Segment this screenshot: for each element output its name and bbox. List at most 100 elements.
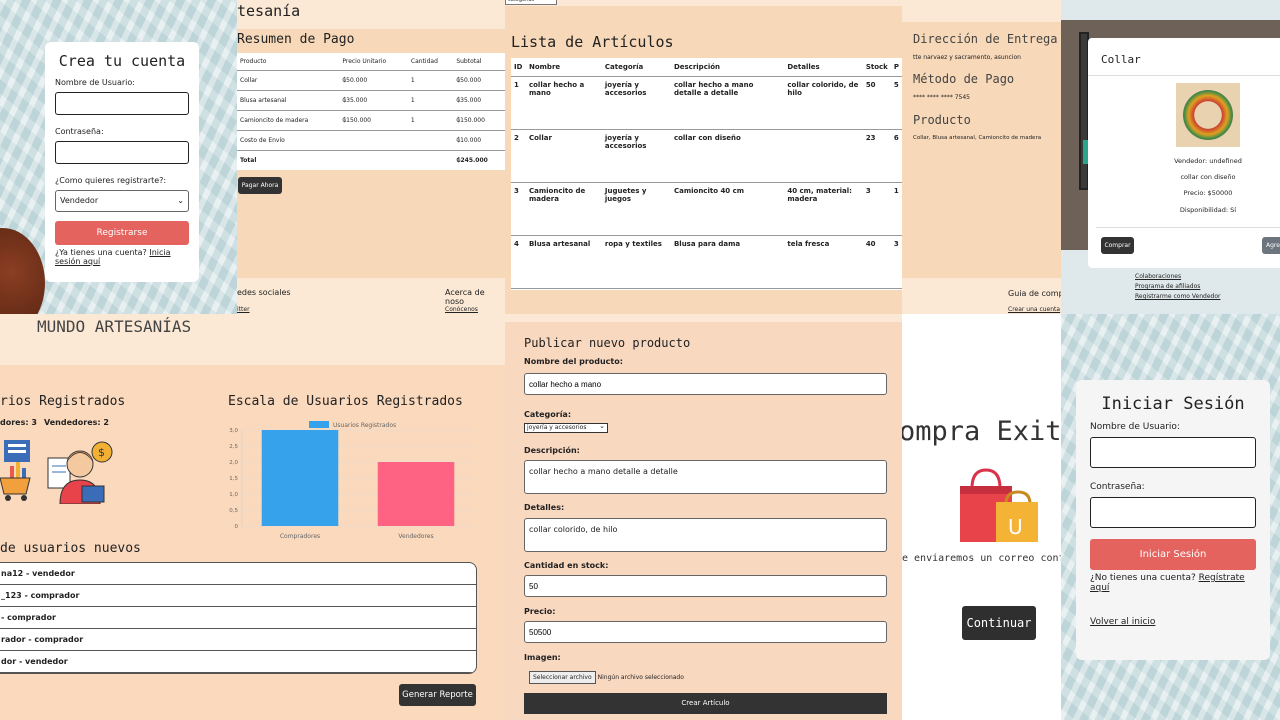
description-textarea[interactable]: collar hecho a mano detalle a detalle: [524, 460, 887, 494]
table-cell: Camioncito de madera: [237, 110, 340, 131]
table-cell: Camioncito de madera: [525, 182, 602, 236]
y-tick-label: 2,0: [229, 460, 238, 466]
footer-link-register-seller[interactable]: Registrarme como Vendedor: [1135, 293, 1221, 300]
footer-link-collaborations[interactable]: Colaboraciones: [1135, 273, 1182, 280]
y-tick-label: 0: [235, 524, 239, 530]
address-title: Dirección de Entrega: [913, 32, 1058, 46]
column-header: Nombre: [525, 58, 602, 77]
column-header: ID: [511, 58, 526, 77]
chevron-down-icon: ⌄: [177, 196, 184, 205]
product-modal-panel: Collar Vendedor: undefined collar con di…: [1061, 0, 1280, 314]
table-cell: Collar: [237, 70, 340, 91]
table-cell: ₲35.000: [453, 90, 505, 111]
y-tick-label: 1,0: [229, 492, 238, 498]
column-header: Descripción: [670, 58, 785, 77]
articles-panel: categorias Lista de Artículos ID Nombre Ca…: [505, 0, 902, 314]
legend-label: Usuarios Registrados: [333, 422, 396, 429]
table-row: 2 Collar joyería y accesorios collar con di…: [511, 129, 902, 183]
password-input[interactable]: [1090, 497, 1256, 528]
articles-title: Lista de Artículos: [511, 33, 674, 51]
modal-title: Collar: [1101, 53, 1141, 66]
role-select[interactable]: Vendedor ⌄: [55, 190, 189, 212]
table-cell: collar hecho a mano detalle a detalle: [670, 76, 785, 130]
login-button[interactable]: Iniciar Sesión: [1090, 539, 1256, 570]
choose-file-button[interactable]: Seleccionar archivo: [529, 671, 596, 684]
file-status: Ningún archivo seleccionado: [597, 674, 684, 681]
login-card: Iniciar Sesión Nombre de Usuario: Contra…: [1076, 380, 1270, 660]
column-header: P: [890, 58, 902, 77]
username-input[interactable]: [55, 92, 189, 115]
table-cell: Blusa para dama: [670, 235, 785, 289]
login-link[interactable]: Inicia sesión aquí: [55, 248, 171, 266]
pay-now-button[interactable]: Pagar Ahora: [238, 177, 282, 194]
footer-link-affiliates[interactable]: Programa de afiliados: [1135, 283, 1201, 290]
details-textarea[interactable]: collar colorido, de hilo: [524, 518, 887, 552]
y-tick-label: 3,0: [229, 428, 238, 434]
table-cell: Blusa artesanal: [525, 235, 602, 289]
table-header: ID Nombre Categoría Descripción Detalles Stoc…: [511, 58, 902, 77]
login-panel: Iniciar Sesión Nombre de Usuario: Contra…: [1061, 314, 1280, 720]
modal-availability: Disponibilidad: Sí: [1179, 206, 1237, 214]
stock-input[interactable]: [524, 575, 887, 597]
footer-links: Colaboraciones Programa de afiliados Reg…: [1135, 272, 1220, 302]
table-cell: 40 cm, material: madera: [784, 182, 863, 236]
table-cell: 1: [511, 76, 526, 130]
table-cell: Camioncito 40 cm: [670, 182, 785, 236]
footer-twitter-link[interactable]: itter: [237, 306, 250, 313]
image-label: Imagen:: [524, 653, 561, 662]
footer: edes sociales Acerca de noso itter Conóc…: [237, 278, 505, 314]
table-cell: 3: [511, 182, 526, 236]
have-account-text: ¿Ya tienes una cuenta?: [55, 248, 147, 257]
column-header: Producto: [237, 53, 340, 71]
product-name-input[interactable]: [524, 373, 887, 395]
add-to-cart-button[interactable]: Agre: [1262, 237, 1280, 254]
footer-create-account-link[interactable]: Crear una cuenta: [1008, 306, 1061, 313]
name-label: Nombre del producto:: [524, 357, 623, 366]
footer-about: Acerca de noso: [445, 288, 485, 306]
bar: [377, 462, 455, 526]
legend-swatch: [309, 421, 329, 428]
category-filter-select[interactable]: categorias: [505, 0, 557, 5]
product-image: [1176, 83, 1240, 147]
category-select[interactable]: joyería y accesorios ⌄: [524, 422, 608, 433]
continue-button[interactable]: Continuar: [962, 606, 1036, 640]
username-input[interactable]: [1090, 437, 1256, 468]
buy-button[interactable]: Comprar: [1101, 237, 1134, 254]
product-list: Collar, Blusa artesanal, Camioncito de m…: [913, 135, 1042, 141]
new-users-title: de usuarios nuevos: [0, 541, 141, 556]
column-header: Precio Unitario: [339, 53, 408, 71]
column-header: Stock: [862, 58, 891, 77]
username-label: Nombre de Usuario:: [55, 78, 135, 87]
footer-about-link[interactable]: Conócenos: [445, 306, 478, 313]
list-item: dor - vendedor: [0, 651, 476, 673]
x-tick-label: Vendedores: [398, 533, 433, 540]
table-cell: ₲150.000: [453, 110, 505, 131]
shopping-cart-icon: [0, 438, 32, 502]
no-account-text: ¿No tienes una cuenta?: [1090, 573, 1196, 583]
table-cell: Collar: [525, 129, 602, 183]
footer-social: edes sociales: [237, 288, 291, 297]
register-card: Crea tu cuenta Nombre de Usuario: Contra…: [45, 42, 199, 282]
create-article-button[interactable]: Crear Artículo: [524, 693, 887, 714]
price-input[interactable]: [524, 621, 887, 643]
back-home-link[interactable]: Volver al inicio: [1090, 617, 1156, 627]
password-label: Contraseña:: [55, 127, 104, 136]
password-input[interactable]: [55, 141, 189, 164]
register-link[interactable]: Regístrate aquí: [1090, 573, 1245, 593]
chevron-down-icon: ⌄: [599, 422, 605, 430]
brand-title: tesanía: [237, 2, 301, 20]
svg-text:U: U: [1008, 515, 1023, 539]
table-cell: 1: [407, 110, 454, 131]
description-label: Descripción:: [524, 446, 580, 455]
generate-report-button[interactable]: Generar Reporte: [399, 684, 476, 706]
table-cell: 5: [890, 76, 902, 130]
table-cell: tela fresca: [784, 235, 863, 289]
address-text: tte narvaez y sacramento, asuncion: [913, 54, 1021, 61]
sellers-count: Vendedores: 2: [44, 418, 109, 427]
card-number: **** **** **** 7545: [913, 94, 970, 101]
buyers-count: dores: 3: [0, 418, 37, 427]
table-cell: 6: [890, 129, 902, 183]
register-button[interactable]: Registrarse: [55, 221, 189, 245]
table-cell: Juguetes y juegos: [601, 182, 671, 236]
table-cell: collar colorido, de hilo: [784, 76, 863, 130]
